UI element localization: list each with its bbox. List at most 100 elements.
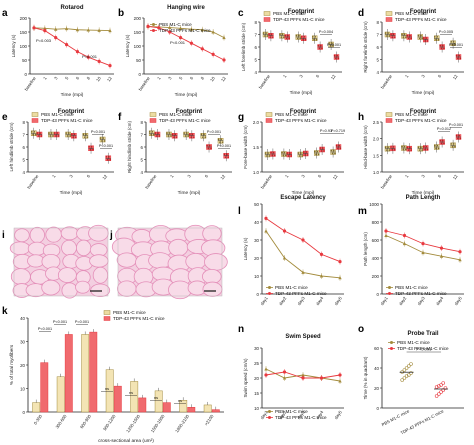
data-dot [227,156,229,158]
data-dot [206,144,208,147]
x-tick-label: 12 [106,75,113,82]
y-axis-label: Right forelimb stride (cm) [363,21,368,73]
data-dot [452,143,455,145]
x-tick-label: 1 [284,173,290,178]
legend-entry: PBS M1-C mice [395,112,428,117]
x-tick-label: 1200-1500 [125,413,141,433]
legend-entry: TDP-43 PFFs M1-C mice [159,118,211,123]
data-dot [73,133,76,136]
y-tick-label: 4 [255,70,258,75]
data-dot [71,133,73,136]
data-point [178,36,183,40]
y-tick-label: 200 [372,274,380,279]
p-value-annotation: P<0.001 [327,43,341,47]
x-tick-label: 5 [64,75,70,80]
y-tick-label: 8 [23,120,26,125]
data-dot [57,135,60,137]
data-point [211,30,215,34]
x-axis-label: cross-sectional area (um²) [98,438,154,444]
data-dot [269,36,272,38]
data-dot [437,147,440,150]
data-dot [283,151,286,154]
p-value-annotation: P<0.001 [217,144,231,148]
data-point [64,43,69,47]
data-point [319,376,324,380]
chart-title: Escape Latency [280,195,326,201]
data-point [434,385,439,389]
series-line [147,25,225,61]
legend-entry: TDP-43 PFFs M1-C mice [113,316,165,321]
data-dot [409,34,411,37]
data-dot [287,155,290,157]
panel-j [111,224,228,300]
panel-g: 1.0 1.5 2.0 Fore-base width (cm) Footprint Ti… [243,109,345,196]
data-point [338,379,342,383]
data-dot [439,139,442,142]
panel-n: 10 15 20 25 30 Swim speed (cm/s) Swim Speed day… [243,334,344,420]
data-dot [65,132,68,134]
data-dot [223,153,226,156]
bar [187,407,196,413]
y-tick-label: 50 [22,58,27,63]
data-point [189,27,194,31]
legend-entry: TDP-43 PFFs M1-C mice [159,28,211,33]
data-dot [304,154,306,156]
data-dot [333,54,336,57]
y-tick-label: 0 [23,410,26,415]
legend-marker [268,416,271,419]
myofiber [57,267,77,283]
data-point [402,376,407,380]
myofiber [76,239,92,257]
data-dot [207,147,210,150]
data-dot [48,132,50,134]
data-dot [280,36,283,38]
x-axis-label: Time (mpi) [292,190,315,196]
data-point [75,50,80,54]
data-dot [262,32,265,34]
x-axis-label: Time (mpi) [290,90,313,96]
legend-marker [268,410,271,413]
data-dot [89,148,92,151]
y-tick-label: 400 [372,256,380,261]
data-point [146,24,150,28]
y-axis-label: Time (% in quadrant) [363,356,368,399]
x-tick-label: day2 [278,409,288,420]
legend-entry: PBS M1-C mice [273,11,306,16]
data-dot [170,135,172,137]
data-dot [393,36,396,38]
p-value-annotation: P=0.719 [331,129,345,133]
data-dot [410,37,412,40]
data-dot [315,38,318,41]
data-dot [337,57,340,60]
data-dot [56,132,59,134]
data-dot [386,149,388,151]
data-point [168,30,172,34]
chart-title: Footprint [288,9,314,15]
data-dot [436,144,439,147]
data-dot [450,143,453,145]
x-tick-label: day5 [333,409,343,420]
x-tick-label: 1 [282,73,288,78]
data-dot [402,148,405,151]
data-dot [423,145,425,148]
myofiber [14,228,30,243]
panel-letter-f: f [118,112,122,123]
legend-swatch [263,11,271,16]
data-dot [166,132,168,134]
data-dot [155,135,158,137]
y-tick-label: 4 [23,170,26,175]
data-dot [39,132,41,134]
data-dot [270,33,273,36]
data-dot [72,136,74,138]
panel-k: 0 10 20 30 40 % of total myofibers cross-secti… [9,310,224,444]
data-dot [435,147,437,150]
panel-e: 4 5 6 7 8 Left hindlimb stride (cm) Footprint T… [9,109,114,196]
x-tick-label: day2 [278,295,288,306]
data-dot [392,146,395,148]
data-dot [92,148,94,151]
legend-marker [390,347,393,350]
data-point [64,26,69,31]
data-dot [319,44,322,47]
y-tick-label: 4 [377,70,380,75]
